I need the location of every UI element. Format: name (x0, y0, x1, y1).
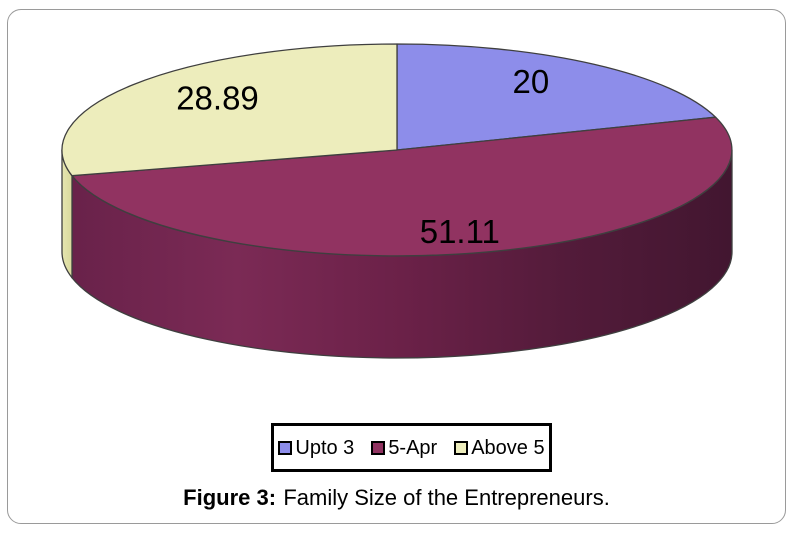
legend-label: Above 5 (471, 436, 545, 459)
slice-value-label: 28.89 (176, 79, 259, 116)
pie-chart: 20 51.11 28.89 (61, 43, 733, 359)
pie-slice (61, 43, 398, 177)
legend-item: 5-Apr (371, 438, 437, 458)
caption-prefix: Figure 3: (183, 485, 277, 510)
pie-slice (71, 116, 733, 257)
figure-frame (7, 9, 786, 524)
legend-item: Upto 3 (278, 438, 354, 458)
legend: Upto 3 5-Apr Above 5 (271, 423, 552, 472)
legend-label: Upto 3 (295, 436, 355, 459)
legend-swatch-icon (278, 440, 293, 455)
legend-item: Above 5 (454, 436, 545, 459)
legend-label: 5-Apr (388, 436, 438, 459)
slice-value-label: 20 (513, 63, 550, 100)
pie-slice (396, 43, 717, 151)
legend-swatch-icon (371, 440, 386, 455)
legend-swatch-icon (454, 440, 469, 455)
caption-text: Family Size of the Entrepreneurs. (283, 485, 610, 510)
figure-caption: Figure 3: Family Size of the Entrepreneur… (0, 485, 793, 511)
slice-value-label: 51.11 (420, 213, 500, 250)
